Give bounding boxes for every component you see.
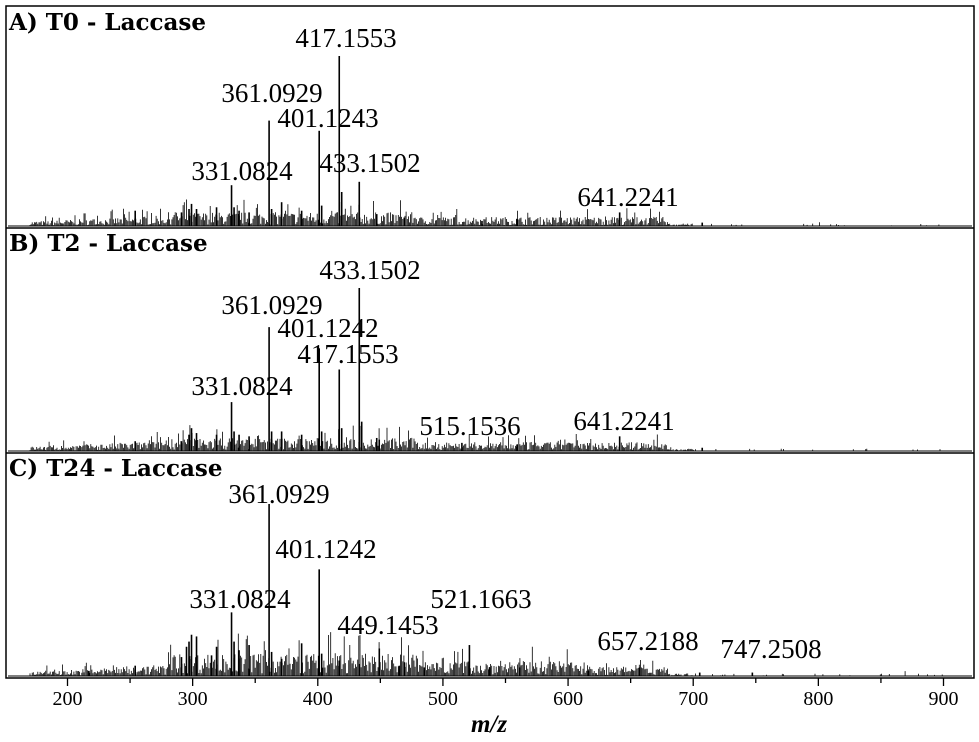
peak-label-417.1553: 417.1553 — [295, 23, 396, 53]
plot-frame — [5, 5, 975, 679]
x-tick-label: 500 — [428, 688, 458, 710]
panel-a-noise — [8, 199, 972, 227]
x-tick-label: 300 — [178, 688, 208, 710]
peak-label-433.1502: 433.1502 — [319, 148, 420, 178]
panel-a-noise-sticks — [29, 199, 940, 226]
x-axis: 200 300 400 500 600 700 800 900 — [53, 678, 959, 710]
peak-label-657.2188: 657.2188 — [597, 626, 698, 656]
peak-label-331.0824: 331.0824 — [191, 156, 293, 186]
panel-a-peaks — [134, 56, 704, 226]
x-axis-title: m/z — [471, 711, 507, 738]
peak-label-641.2241: 641.2241 — [577, 182, 678, 212]
x-tick-label: 900 — [929, 688, 959, 710]
peak-label-401.1243: 401.1243 — [277, 103, 378, 133]
x-tick-label: 200 — [53, 688, 83, 710]
panel-a-title: A) T0 - Laccase — [8, 9, 206, 36]
peak-label-401.1242: 401.1242 — [275, 534, 376, 564]
peak-label-449.1453: 449.1453 — [337, 610, 438, 640]
peak-label-747.2508: 747.2508 — [720, 634, 821, 664]
peak-label-521.1663: 521.1663 — [430, 584, 531, 614]
peak-label-433.1502: 433.1502 — [319, 255, 420, 285]
peak-label-361.0929: 361.0929 — [221, 78, 322, 108]
panel-b-peaks — [134, 288, 704, 451]
panel-c-labels: 331.0824 361.0929 401.1242 449.1453521.1663… — [189, 479, 821, 664]
x-tick-label: 600 — [553, 688, 583, 710]
peak-label-401.1242: 401.1242 — [277, 313, 378, 343]
peak-label-641.2241: 641.2241 — [573, 406, 674, 436]
peak-label-331.0824: 331.0824 — [189, 584, 291, 614]
panel-c-title: C) T24 - Laccase — [9, 455, 222, 482]
x-tick-label: 400 — [303, 688, 333, 710]
peak-label-361.0929: 361.0929 — [221, 290, 322, 320]
x-tick-label: 800 — [803, 688, 833, 710]
peak-label-331.0824: 331.0824 — [191, 371, 293, 401]
panel-c-peaks — [88, 504, 754, 676]
peak-label-515.1536: 515.1536 — [419, 411, 520, 441]
peak-label-417.1553: 417.1553 — [297, 339, 398, 369]
panel-b-title: B) T2 - Laccase — [9, 230, 208, 257]
x-tick-label: 700 — [678, 688, 708, 710]
panel-c: 331.0824 361.0929 401.1242 449.1453521.1663… — [8, 455, 972, 677]
peak-label-361.0929: 361.0929 — [228, 479, 329, 509]
